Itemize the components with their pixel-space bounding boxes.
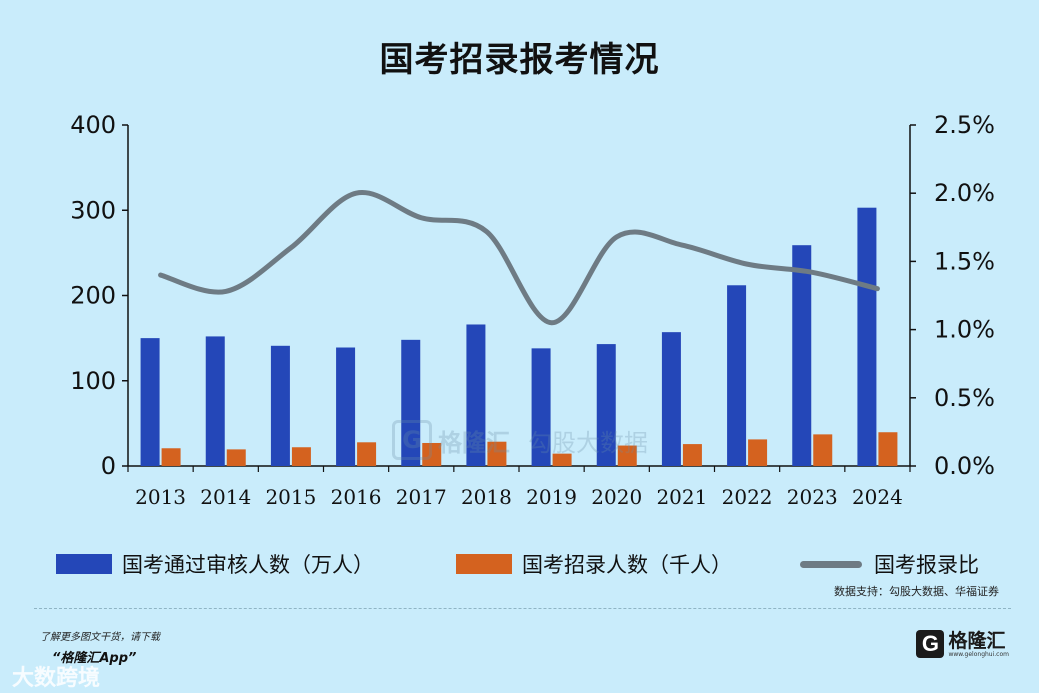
chart-axes: 0 100 200 300 400 0.0% 0.5% 1.0% 1.5% 2.0% 2.5% 201… [70, 111, 995, 509]
center-watermark: G 格隆汇 勾股大数据 [392, 420, 648, 460]
combo-chart: 0 100 200 300 400 0.0% 0.5% 1.0% 1.5% 2.0% 2.5% 201… [70, 111, 995, 509]
bar-applicants [466, 324, 486, 466]
bar-applicants [336, 347, 356, 466]
brand-logo: G 格隆汇 www.gelonghui.com [916, 630, 1009, 658]
bottom-watermark: 大数跨境 [12, 666, 101, 691]
chart-title: 国考招录报考情况 [379, 40, 660, 80]
y-right-tick-label: 2.5% [934, 111, 995, 139]
legend-label-line: 国考报录比 [874, 553, 979, 577]
legend-item-bar1: 国考通过审核人数（万人） [56, 546, 374, 582]
legend-item-line: 国考报录比 [800, 546, 979, 582]
legend-swatch-line [800, 560, 862, 568]
x-tick-label: 2017 [396, 485, 447, 509]
brand-name: 格隆汇 [948, 629, 1006, 652]
x-tick-label: 2024 [852, 485, 903, 509]
ratio-line [158, 190, 880, 326]
bar-hires [682, 444, 702, 466]
legend-label-bar1: 国考通过审核人数（万人） [122, 553, 374, 577]
bar-applicants [140, 338, 160, 466]
x-tick-label: 2014 [200, 485, 251, 509]
x-tick-label: 2015 [265, 485, 316, 509]
brand-url: www.gelonghui.com [948, 650, 1009, 658]
bar-applicants [270, 345, 290, 466]
bar-applicants [661, 332, 681, 466]
chart-line [158, 190, 880, 326]
source-note: 数据支持：勾股大数据、华福证券 [834, 585, 999, 598]
y-right-tick-label: 2.0% [934, 179, 995, 207]
y-left-tick-label: 0 [101, 452, 116, 480]
bar-hires [487, 441, 507, 466]
x-tick-label: 2023 [787, 485, 838, 509]
y-right-tick-label: 1.0% [934, 316, 995, 344]
bar-hires [161, 448, 181, 466]
y-right-tick-label: 1.5% [934, 247, 995, 275]
bar-hires [226, 449, 246, 466]
bar-hires [878, 432, 898, 466]
watermark-brand: 格隆汇 [438, 428, 510, 457]
x-tick-label: 2022 [722, 485, 773, 509]
y-left-tick-label: 300 [70, 196, 116, 224]
bar-applicants [205, 336, 225, 466]
bar-hires [552, 453, 572, 466]
y-left-tick-label: 400 [70, 111, 116, 139]
x-tick-label: 2019 [526, 485, 577, 509]
legend-item-bar2: 国考招录人数（千人） [456, 546, 732, 582]
bar-hires [357, 442, 377, 466]
legend-label-bar2: 国考招录人数（千人） [522, 553, 732, 577]
bar-applicants [531, 348, 551, 466]
footer-divider [34, 608, 1011, 609]
brand-g-icon: G [916, 630, 945, 658]
promo-text: 了解更多图文干货，请下载 [40, 632, 160, 643]
bar-applicants [727, 285, 747, 466]
promo-app-name: “格隆汇App” [52, 651, 137, 666]
bar-applicants [596, 344, 616, 466]
watermark-logo-icon: G [392, 420, 432, 460]
x-tick-label: 2016 [331, 485, 382, 509]
bar-hires [813, 434, 833, 466]
x-tick-label: 2021 [656, 485, 707, 509]
bar-applicants [792, 245, 812, 466]
x-tick-label: 2020 [591, 485, 642, 509]
y-left-tick-label: 100 [70, 367, 116, 395]
x-tick-label: 2018 [461, 485, 512, 509]
bar-applicants [401, 339, 421, 466]
legend-swatch-bar1 [56, 554, 112, 574]
y-right-tick-label: 0.5% [934, 384, 995, 412]
legend-swatch-bar2 [456, 554, 512, 574]
y-right-tick-label: 0.0% [934, 452, 995, 480]
bar-hires [617, 445, 637, 466]
watermark-sub: 勾股大数据 [528, 428, 648, 457]
bar-hires [291, 447, 311, 466]
bar-applicants [857, 207, 877, 466]
x-tick-label: 2013 [135, 485, 186, 509]
bar-hires [748, 439, 768, 466]
y-left-tick-label: 200 [70, 282, 116, 310]
chart-bars [140, 207, 898, 466]
